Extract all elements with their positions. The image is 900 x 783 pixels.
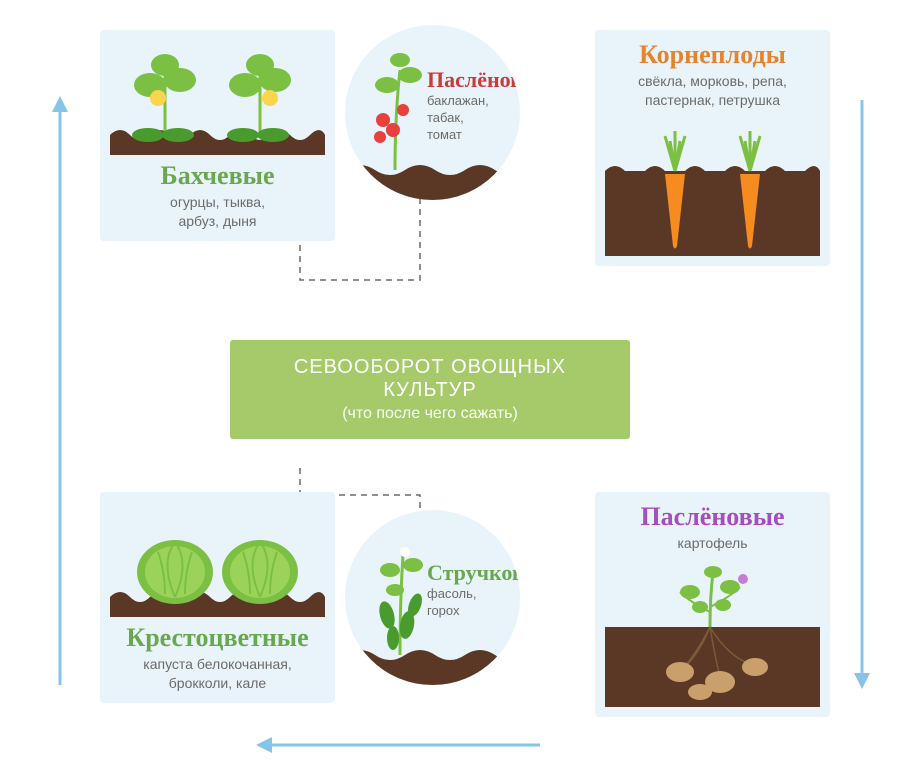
illustration-cucumbers	[110, 40, 325, 155]
title-struchkovye: Стручковые	[427, 560, 520, 586]
title-paslenovye-bottom: Паслёновые	[605, 502, 820, 532]
illustration-potato	[605, 557, 820, 707]
sub-bakhchevye: огурцы, тыква,арбуз, дыня	[110, 193, 325, 231]
illustration-cabbage	[110, 502, 325, 617]
sub-krestotsvetnye: капуста белокочанная,брокколи, кале	[110, 655, 325, 693]
illustration-carrots	[605, 116, 820, 256]
sub-paslenovye-bottom: картофель	[605, 534, 820, 553]
banner-line1: СЕВООБОРОТ ОВОЩНЫХ КУЛЬТУР	[250, 356, 610, 402]
banner-line2: (что после чего сажать)	[250, 405, 610, 423]
title-paslenovye-top: Паслёновые	[427, 67, 520, 93]
card-krestotsvetnye: Крестоцветные капуста белокочанная,брокк…	[100, 492, 335, 703]
circle-struchkovye: Стручковые фасоль,горох	[345, 510, 520, 685]
sub-korneplody: свёкла, морковь, репа,пастернак, петрушк…	[605, 72, 820, 110]
sub-paslenovye-top: баклажан,табак,томат	[427, 93, 520, 144]
card-bakhchevye: Бахчевые огурцы, тыква,арбуз, дыня	[100, 30, 335, 241]
center-banner: СЕВООБОРОТ ОВОЩНЫХ КУЛЬТУР (что после че…	[230, 340, 630, 439]
circle-paslenovye-top: Паслёновые баклажан,табак,томат	[345, 25, 520, 200]
title-krestotsvetnye: Крестоцветные	[110, 623, 325, 653]
title-korneplody: Корнеплоды	[605, 40, 820, 70]
title-bakhchevye: Бахчевые	[110, 161, 325, 191]
card-paslenovye-bottom: Паслёновые картофель	[595, 492, 830, 717]
sub-struchkovye: фасоль,горох	[427, 586, 520, 620]
card-korneplody: Корнеплоды свёкла, морковь, репа,пастерн…	[595, 30, 830, 266]
